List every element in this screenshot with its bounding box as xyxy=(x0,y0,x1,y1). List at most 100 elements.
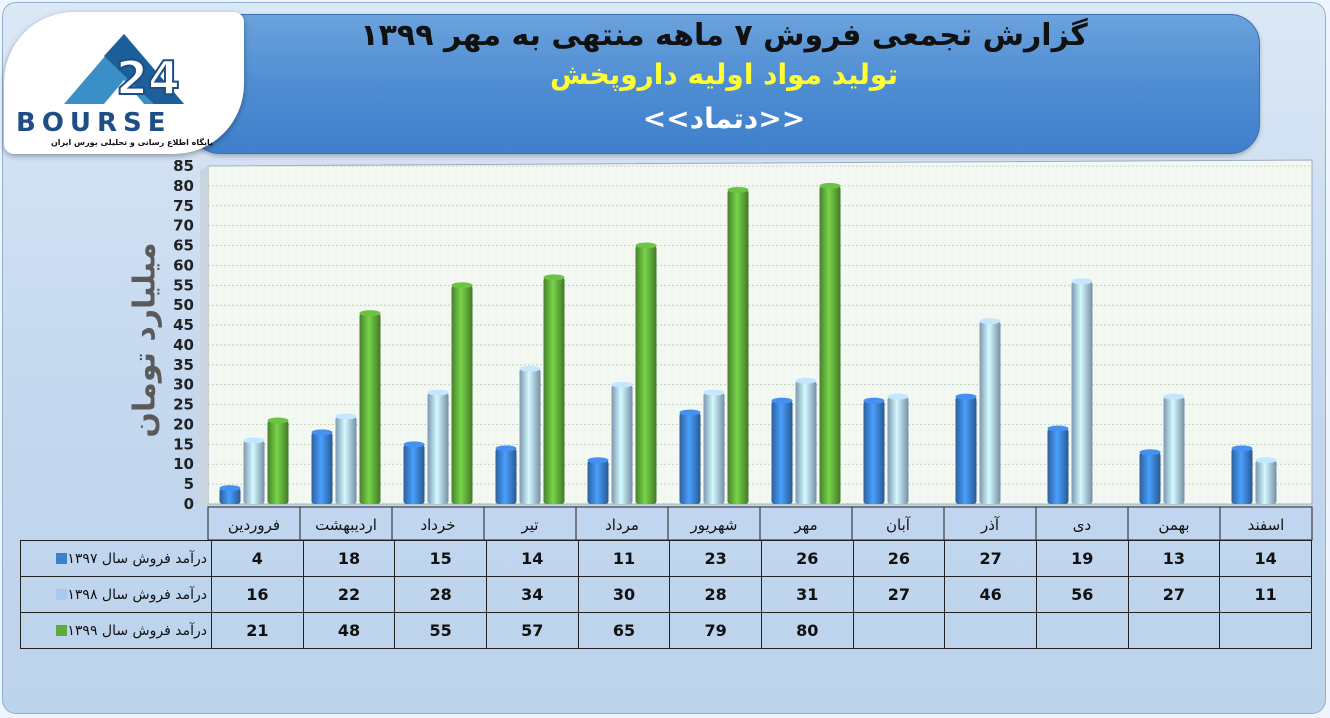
bar-1-4 xyxy=(611,384,633,504)
svg-text:24: 24 xyxy=(116,51,180,105)
table-cell: 31 xyxy=(760,576,854,613)
x-category-label: اسفند xyxy=(1247,516,1285,534)
bar-cap xyxy=(1255,457,1277,464)
bourse-logo-icon: 24 xyxy=(64,34,184,106)
y-tick-label: 45 xyxy=(173,316,194,334)
table-cell: 22 xyxy=(302,576,396,613)
table-cell xyxy=(852,612,946,649)
bar-0-6 xyxy=(771,400,793,504)
x-category-label: اردیبهشت xyxy=(315,516,377,534)
bar-cap xyxy=(955,393,977,400)
y-tick-label: 70 xyxy=(173,217,194,235)
y-tick-label: 0 xyxy=(184,495,194,513)
table-cell: 27 xyxy=(1127,576,1221,613)
x-category-label: دی xyxy=(1072,516,1092,534)
table-cell: 30 xyxy=(577,576,671,613)
bar-1-3 xyxy=(519,368,541,504)
y-tick-label: 50 xyxy=(173,296,194,314)
y-tick-label: 5 xyxy=(184,475,194,493)
table-cell: 23 xyxy=(669,540,762,577)
bar-cap xyxy=(795,377,817,384)
bar-1-10 xyxy=(1163,396,1185,504)
bar-0-7 xyxy=(863,400,885,504)
table-row: درآمد فروش سال ۱۳۹۷ 4 18 15 14 11 23 26 26 27 19 13… xyxy=(20,540,1312,577)
bar-2-4 xyxy=(635,245,657,504)
series-legend-cell: درآمد فروش سال ۱۳۹۹ xyxy=(20,612,212,649)
table-row: درآمد فروش سال ۱۳۹۸ 16 22 28 34 30 28 31 27 46 56 2… xyxy=(20,576,1312,613)
table-cell xyxy=(1219,612,1312,649)
bar-cap xyxy=(887,393,909,400)
bar-cap xyxy=(403,441,425,448)
bar-cap xyxy=(543,274,565,281)
table-cell: 16 xyxy=(211,576,304,613)
bar-2-1 xyxy=(359,313,381,504)
bar-1-8 xyxy=(979,321,1001,504)
bar-1-0 xyxy=(243,440,265,504)
x-category-label: بهمن xyxy=(1158,516,1190,534)
x-category-label: شهریور xyxy=(690,516,738,534)
bar-cap xyxy=(1231,445,1253,452)
bar-2-3 xyxy=(543,277,565,504)
series-name: درآمد فروش سال ۱۳۹۹ xyxy=(67,622,207,639)
bar-cap xyxy=(1047,425,1069,432)
table-cell: 48 xyxy=(302,612,396,649)
bar-cap xyxy=(863,397,885,404)
bar-cap xyxy=(979,318,1001,325)
legend-swatch xyxy=(56,553,68,564)
table-cell: 4 xyxy=(211,540,304,577)
table-cell: 55 xyxy=(394,612,487,649)
bar-cap xyxy=(335,413,357,420)
y-tick-label: 80 xyxy=(173,177,194,195)
table-cell: 56 xyxy=(1035,576,1129,613)
table-cell: 26 xyxy=(760,540,854,577)
company-symbol: <<دتماد>> xyxy=(642,102,806,135)
bar-cap xyxy=(1071,278,1093,285)
x-category-label: آبان xyxy=(886,516,910,534)
bar-1-2 xyxy=(427,392,449,504)
table-row: درآمد فروش سال ۱۳۹۹ 21 48 55 57 65 79 80 xyxy=(20,612,1312,649)
y-tick-label: 15 xyxy=(173,435,194,453)
bar-cap xyxy=(771,397,793,404)
series-legend-cell: درآمد فروش سال ۱۳۹۸ xyxy=(20,576,212,613)
table-cell: 46 xyxy=(944,576,1037,613)
bar-cap xyxy=(703,389,725,396)
bar-cap xyxy=(587,457,609,464)
legend-swatch xyxy=(56,625,68,636)
table-cell: 26 xyxy=(852,540,946,577)
bar-2-6 xyxy=(819,185,841,504)
bar-2-5 xyxy=(727,189,749,504)
bar-cap xyxy=(679,409,701,416)
bar-cap xyxy=(219,485,241,492)
series-name: درآمد فروش سال ۱۳۹۷ xyxy=(67,550,207,567)
bar-cap xyxy=(611,381,633,388)
bar-0-9 xyxy=(1047,428,1069,504)
bar-0-2 xyxy=(403,444,425,504)
table-cell: 18 xyxy=(302,540,396,577)
bar-0-5 xyxy=(679,412,701,504)
y-tick-label: 60 xyxy=(173,256,194,274)
y-tick-label: 65 xyxy=(173,237,194,255)
table-cell xyxy=(944,612,1037,649)
series-legend-cell: درآمد فروش سال ۱۳۹۷ xyxy=(20,540,212,577)
bar-cap xyxy=(267,417,289,424)
bar-0-10 xyxy=(1139,452,1161,504)
table-cell: 57 xyxy=(485,612,579,649)
table-cell: 15 xyxy=(394,540,487,577)
table-cell: 28 xyxy=(394,576,487,613)
x-category-label: مهر xyxy=(794,516,818,534)
table-cell: 27 xyxy=(944,540,1037,577)
x-category-label: مرداد xyxy=(605,516,639,534)
bar-cap xyxy=(635,242,657,249)
y-tick-label: 75 xyxy=(173,197,194,215)
logo-subtitle: پایگاه اطلاع رسانی و تحلیلی بورس ایران xyxy=(50,138,214,147)
bar-cap xyxy=(819,182,841,189)
legend-swatch xyxy=(56,589,68,600)
bar-0-1 xyxy=(311,432,333,504)
bar-cap xyxy=(1163,393,1185,400)
table-cell: 14 xyxy=(1219,540,1312,577)
bar-0-11 xyxy=(1231,448,1253,504)
bar-1-11 xyxy=(1255,460,1277,504)
table-cell xyxy=(1127,612,1221,649)
plot-side-wall xyxy=(200,166,208,508)
